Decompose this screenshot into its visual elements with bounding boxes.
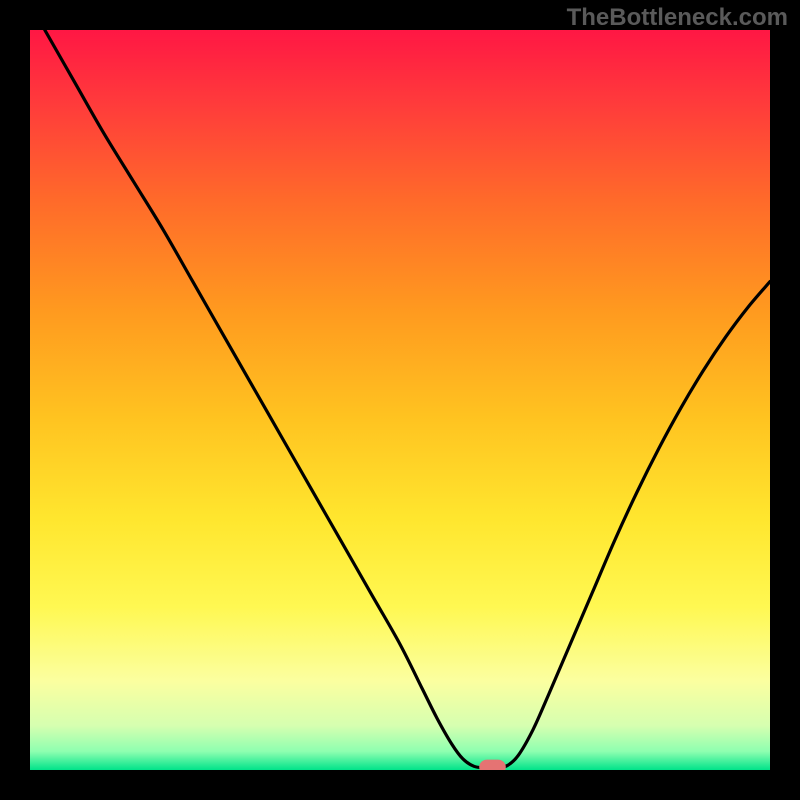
bottleneck-chart [0, 0, 800, 800]
chart-background-gradient [30, 30, 770, 770]
bottleneck-chart-stage: TheBottleneck.com [0, 0, 800, 800]
